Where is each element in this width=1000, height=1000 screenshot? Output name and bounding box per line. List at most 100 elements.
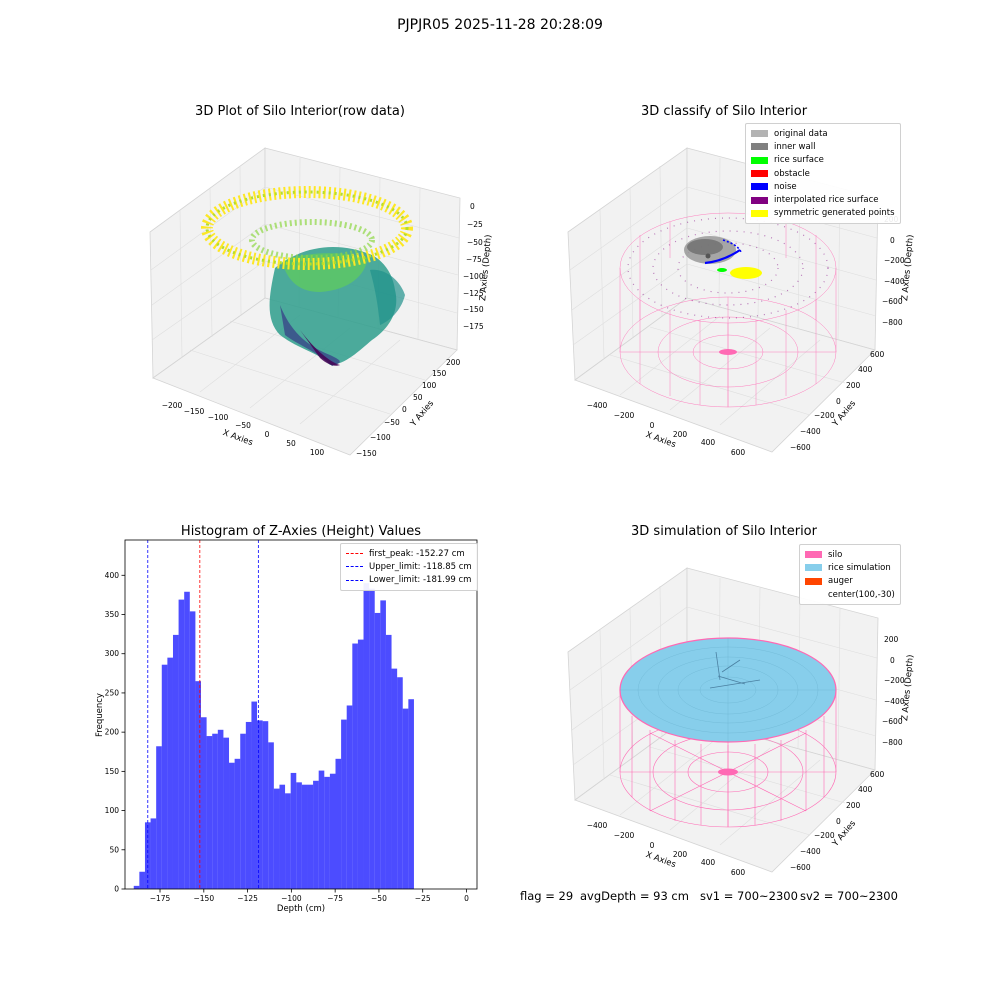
histogram-bar <box>251 701 258 889</box>
tick-label: 150 <box>432 369 447 378</box>
classify-y-axis-label: Y Axies <box>830 398 858 429</box>
y-tick-label: 400 <box>105 571 120 580</box>
tick-label: 0 <box>836 817 841 826</box>
tick-label: −400 <box>884 697 905 706</box>
tick-label: 200 <box>673 430 688 439</box>
legend-label: auger <box>828 576 853 587</box>
raw-plot-title: 3D Plot of Silo Interior(row data) <box>195 104 405 119</box>
histogram-bar <box>245 721 252 889</box>
simulation-x-tick-labels: −400 −200 0 200 400 600 <box>587 821 746 877</box>
legend-item: auger <box>805 575 895 588</box>
tick-label: 50 <box>413 393 423 402</box>
histogram-bar <box>268 742 274 889</box>
histogram-vlines <box>147 540 259 889</box>
tick-label: 0 <box>265 430 270 439</box>
tick-label: −75 <box>466 255 482 264</box>
histogram-bar <box>290 772 297 889</box>
flag-text: flag = 29 <box>520 889 574 903</box>
y-tick-label: 300 <box>105 649 120 658</box>
x-tick-label: −175 <box>150 894 171 903</box>
histogram-x-axis-label: Depth (cm) <box>277 904 325 914</box>
tick-label: −25 <box>467 220 483 229</box>
legend-item: inner wall <box>751 140 895 153</box>
tick-label: −50 <box>384 418 400 427</box>
histogram-bar <box>408 699 414 889</box>
legend-item: interpolated rice surface <box>751 193 895 206</box>
simulation-plot-title: 3D simulation of Silo Interior <box>631 524 817 539</box>
legend-label: rice surface <box>774 155 824 166</box>
classify-cylinder-wireframe <box>619 212 837 408</box>
x-tick-label: 0 <box>464 894 469 903</box>
simulation-center-hotspot <box>718 768 738 776</box>
tick-label: −800 <box>882 318 903 327</box>
histogram-bar <box>397 677 403 889</box>
legend-item: obstacle <box>751 167 895 180</box>
avg-depth-text: avgDepth = 93 cm <box>580 889 689 903</box>
tick-label: −400 <box>587 401 608 410</box>
histogram-bar <box>391 668 398 889</box>
histogram-bar <box>273 788 280 889</box>
histogram-title: Histogram of Z-Axies (Height) Values <box>180 524 422 539</box>
histogram-bars <box>133 583 414 889</box>
tick-label: −50 <box>235 421 251 430</box>
tick-label: 600 <box>870 350 885 359</box>
histogram-bar <box>402 708 409 889</box>
tick-label: −200 <box>884 256 905 265</box>
tick-label: −200 <box>614 411 635 420</box>
tick-label: 50 <box>286 439 296 448</box>
x-tick-label: −100 <box>281 894 302 903</box>
tick-label: 0 <box>470 202 475 211</box>
tick-label: 600 <box>870 770 885 779</box>
histogram-bar <box>189 611 196 889</box>
x-tick-label: −25 <box>415 894 431 903</box>
simulation-axes-panes <box>567 567 879 873</box>
histogram-bar <box>217 729 224 889</box>
simulation-cylinder-wireframe <box>619 690 837 828</box>
tick-label: 400 <box>701 438 716 447</box>
classify-center-hotspot <box>719 349 737 355</box>
simulation-z-tick-labels: 200 0 −200 −400 −600 −800 <box>882 635 905 747</box>
tick-label: 600 <box>731 448 746 457</box>
tick-label: −400 <box>800 847 821 856</box>
histogram-bar <box>139 871 145 889</box>
tick-label: 200 <box>446 358 461 367</box>
histogram-bar <box>156 746 162 889</box>
classify-z-tick-labels: 200 0 −200 −400 −600 −800 <box>882 215 905 327</box>
histogram-bar <box>313 780 319 889</box>
legend-swatch <box>751 196 768 204</box>
legend-label: rice simulation <box>828 562 891 573</box>
sv2-text: sv2 = 700~2300 <box>800 889 898 903</box>
tick-label: 600 <box>731 868 746 877</box>
tick-label: −200 <box>614 831 635 840</box>
histogram-bar <box>212 733 218 889</box>
y-tick-label: 0 <box>114 885 119 894</box>
tick-label: −175 <box>463 322 484 331</box>
legend-swatch <box>751 170 768 178</box>
tick-label: 200 <box>884 635 899 644</box>
histogram-bar <box>144 822 151 889</box>
simulation-rice-mesh <box>620 638 836 742</box>
tick-label: −100 <box>370 433 391 442</box>
legend-swatch <box>805 551 822 559</box>
histogram-bar <box>172 634 179 889</box>
tick-label: −200 <box>884 676 905 685</box>
legend-line <box>346 579 363 581</box>
legend-swatch <box>805 577 822 585</box>
raw-axes-panes <box>149 147 461 456</box>
histogram-bar <box>262 721 269 889</box>
histogram-bar <box>178 599 185 889</box>
legend-swatch <box>805 564 822 572</box>
histogram-bar <box>167 657 173 889</box>
histogram-bar <box>341 719 347 889</box>
legend-line <box>346 553 363 555</box>
legend-label: inner wall <box>774 141 816 152</box>
histogram-bar <box>380 600 386 889</box>
tick-label: −600 <box>882 297 903 306</box>
legend-label: obstacle <box>774 168 810 179</box>
y-tick-label: 200 <box>105 728 120 737</box>
histogram-bar <box>346 705 353 889</box>
tick-label: 0 <box>402 405 407 414</box>
legend-item: first_peak: -152.27 cm <box>346 547 472 560</box>
tick-label: 0 <box>836 397 841 406</box>
simulation-auger <box>709 651 761 689</box>
